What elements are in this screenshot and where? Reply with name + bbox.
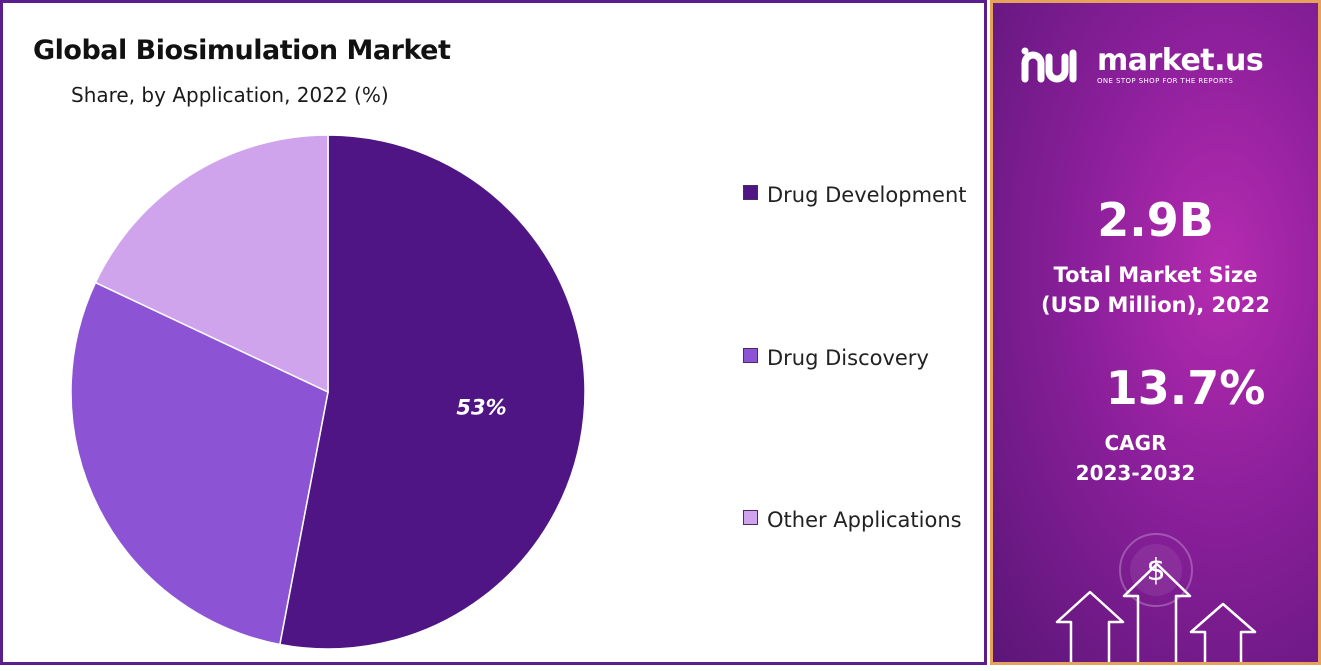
cagr-label-line2: 2023-2032 [1075,461,1196,485]
legend-label-other-applications: Other Applications [767,508,962,532]
pie-data-label: 53% [456,396,506,420]
legend: Drug Development Drug Discovery Other Ap… [743,3,983,663]
pie-chart: 53% [70,134,586,650]
cagr-value: 13.7% [1105,361,1266,415]
cagr-label-line1: CAGR [1104,431,1167,455]
legend-swatch-other-applications [743,510,758,525]
legend-label-drug-discovery: Drug Discovery [767,346,929,370]
legend-swatch-drug-discovery [743,348,758,363]
pie-slice-other-applications[interactable] [94,134,329,394]
cagr-label: CAGR 2023-2032 [993,428,1298,488]
pie-slice-drug-discovery[interactable] [70,281,329,646]
market-us-logo-icon [1021,47,1077,83]
chart-panel: Global Biosimulation Market Share, by Ap… [0,0,987,665]
logo-text: market.us [1097,43,1264,78]
legend-item-drug-development[interactable]: Drug Development [743,178,967,213]
market-size-label-line1: Total Market Size [1053,263,1258,287]
pie-slice-drug-development[interactable] [278,134,586,650]
market-size-value: 2.9B [1097,193,1214,247]
logo[interactable]: market.us ONE STOP SHOP FOR THE REPORTS [1021,43,1264,85]
legend-label-drug-development: Drug Development [767,183,967,207]
dollar-symbol: $ [1146,553,1165,588]
side-panel: market.us ONE STOP SHOP FOR THE REPORTS … [990,0,1321,665]
legend-swatch-drug-development [743,185,758,200]
legend-item-other-applications[interactable]: Other Applications [743,503,967,538]
growth-arrows-icon: $ [1055,533,1257,662]
logo-tagline: ONE STOP SHOP FOR THE REPORTS [1097,77,1234,85]
market-size-label-line2: (USD Million), 2022 [1041,293,1270,317]
market-size-label: Total Market Size (USD Million), 2022 [993,260,1318,320]
chart-subtitle: Share, by Application, 2022 (%) [71,83,389,107]
legend-item-drug-discovery[interactable]: Drug Discovery [743,341,967,376]
chart-title: Global Biosimulation Market [33,35,451,66]
